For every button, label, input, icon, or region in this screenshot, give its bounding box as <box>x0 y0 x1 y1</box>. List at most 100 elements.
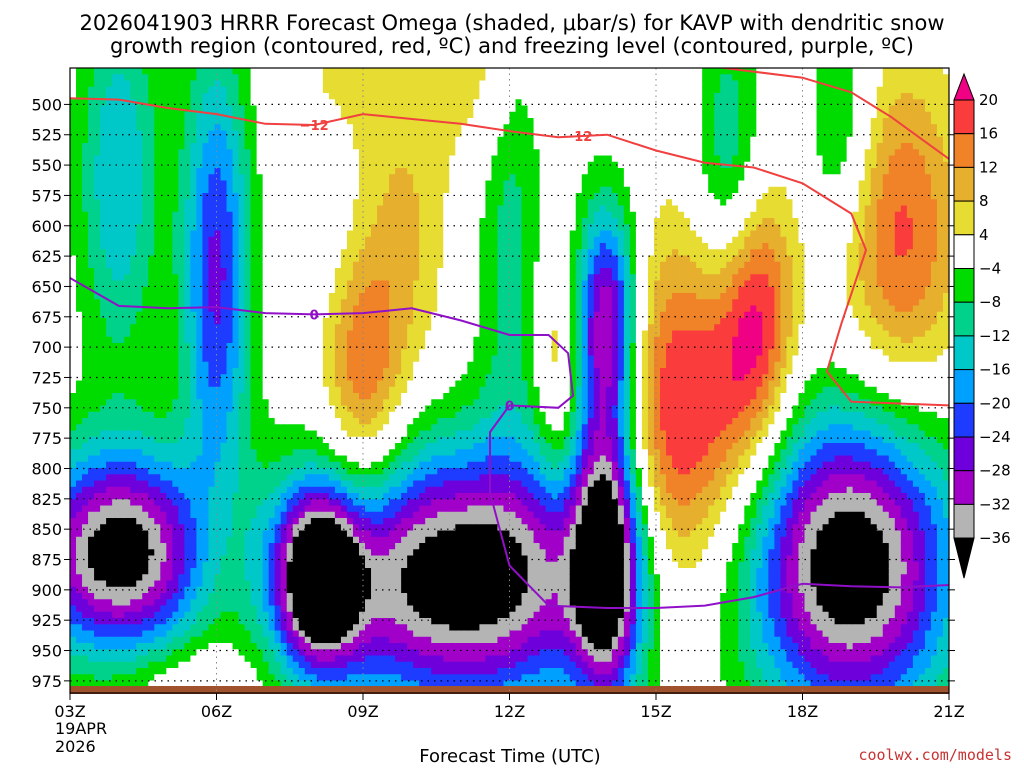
heat-cell <box>106 518 113 525</box>
heat-cell <box>160 268 167 275</box>
heat-cell <box>280 605 288 613</box>
heat-cell <box>322 474 330 482</box>
heat-cell <box>148 86 155 94</box>
heat-cell <box>142 474 149 482</box>
heat-cell <box>166 418 173 425</box>
heat-cell <box>214 199 222 207</box>
heat-cell <box>304 593 312 600</box>
heat-cell <box>136 86 143 94</box>
heat-cell <box>292 586 300 594</box>
heat-cell <box>106 536 113 544</box>
heat-cell <box>130 255 137 263</box>
heat-cell <box>358 561 366 569</box>
heat-cell <box>118 574 125 582</box>
heat-cell <box>365 68 372 75</box>
heat-cell <box>322 661 330 669</box>
heat-cell <box>232 618 240 625</box>
heat-cell <box>136 268 143 275</box>
heat-cell <box>118 180 125 188</box>
heat-cell <box>142 380 149 388</box>
heat-cell <box>244 343 252 350</box>
heat-cell <box>100 493 107 500</box>
heat-cell <box>352 268 360 275</box>
heat-cell <box>346 468 354 475</box>
heat-cell <box>76 311 83 319</box>
heat-cell <box>365 249 372 257</box>
heat-cell <box>142 330 149 338</box>
heat-cell <box>124 599 131 607</box>
heat-cell <box>365 436 372 444</box>
heat-cell <box>292 611 300 619</box>
heat-cell <box>322 655 330 663</box>
heat-cell <box>268 443 276 450</box>
heat-cell <box>304 268 312 275</box>
heat-cell <box>268 293 276 300</box>
heat-cell <box>118 249 125 257</box>
heat-cell <box>160 524 167 532</box>
heat-cell <box>70 518 77 525</box>
heat-cell <box>106 436 113 444</box>
heat-cell <box>172 461 179 469</box>
heat-cell <box>232 580 240 588</box>
heat-cell <box>238 311 246 319</box>
heat-cell <box>322 211 330 219</box>
heat-cell <box>70 511 77 519</box>
heat-cell <box>262 349 270 357</box>
heat-cell <box>202 611 210 619</box>
heat-cell <box>100 480 107 488</box>
heat-cell <box>310 68 318 75</box>
heat-cell <box>136 255 143 263</box>
heat-cell <box>232 418 240 425</box>
heat-cell <box>322 436 330 444</box>
heat-cell <box>244 130 252 138</box>
heat-cell <box>280 299 288 307</box>
heat-cell <box>184 305 192 313</box>
heat-cell <box>82 424 89 432</box>
heat-cell <box>184 205 192 213</box>
heat-cell <box>220 624 228 632</box>
heat-cell <box>190 205 198 213</box>
heat-cell <box>328 586 336 594</box>
heat-cell <box>340 243 348 250</box>
heat-cell <box>298 143 306 150</box>
heat-cell <box>172 574 179 582</box>
heat-cell <box>365 349 372 357</box>
heat-cell <box>208 643 216 650</box>
heat-cell <box>100 468 107 475</box>
heat-cell <box>304 418 312 425</box>
heat-cell <box>70 680 77 688</box>
heat-cell <box>136 524 143 532</box>
heat-cell <box>166 368 173 375</box>
heat-cell <box>256 411 264 419</box>
heat-cell <box>334 193 342 200</box>
heat-cell <box>226 474 234 482</box>
heat-cell <box>70 655 77 663</box>
heat-cell <box>94 243 101 250</box>
heat-cell <box>334 261 342 269</box>
heat-cell <box>202 124 210 132</box>
heat-cell <box>238 149 246 157</box>
heat-cell <box>178 249 185 257</box>
heat-cell <box>244 261 252 269</box>
heat-cell <box>184 643 192 650</box>
heat-cell <box>88 236 95 244</box>
heat-cell <box>196 468 204 475</box>
heat-cell <box>256 649 264 657</box>
heat-cell <box>160 668 167 675</box>
heat-cell <box>232 624 240 632</box>
heat-cell <box>166 555 173 563</box>
heat-cell <box>70 505 77 513</box>
heat-cell <box>256 236 264 244</box>
heat-cell <box>310 449 318 457</box>
heat-cell <box>298 68 306 75</box>
heat-cell <box>346 330 354 338</box>
heat-cell <box>244 511 252 519</box>
heat-cell <box>106 124 113 132</box>
heat-cell <box>172 136 179 144</box>
heat-cell <box>172 80 179 88</box>
heat-cell <box>130 393 137 400</box>
heat-cell <box>310 593 318 600</box>
heat-cell <box>280 674 288 682</box>
heat-cell <box>358 361 366 369</box>
heat-cell <box>178 380 185 388</box>
